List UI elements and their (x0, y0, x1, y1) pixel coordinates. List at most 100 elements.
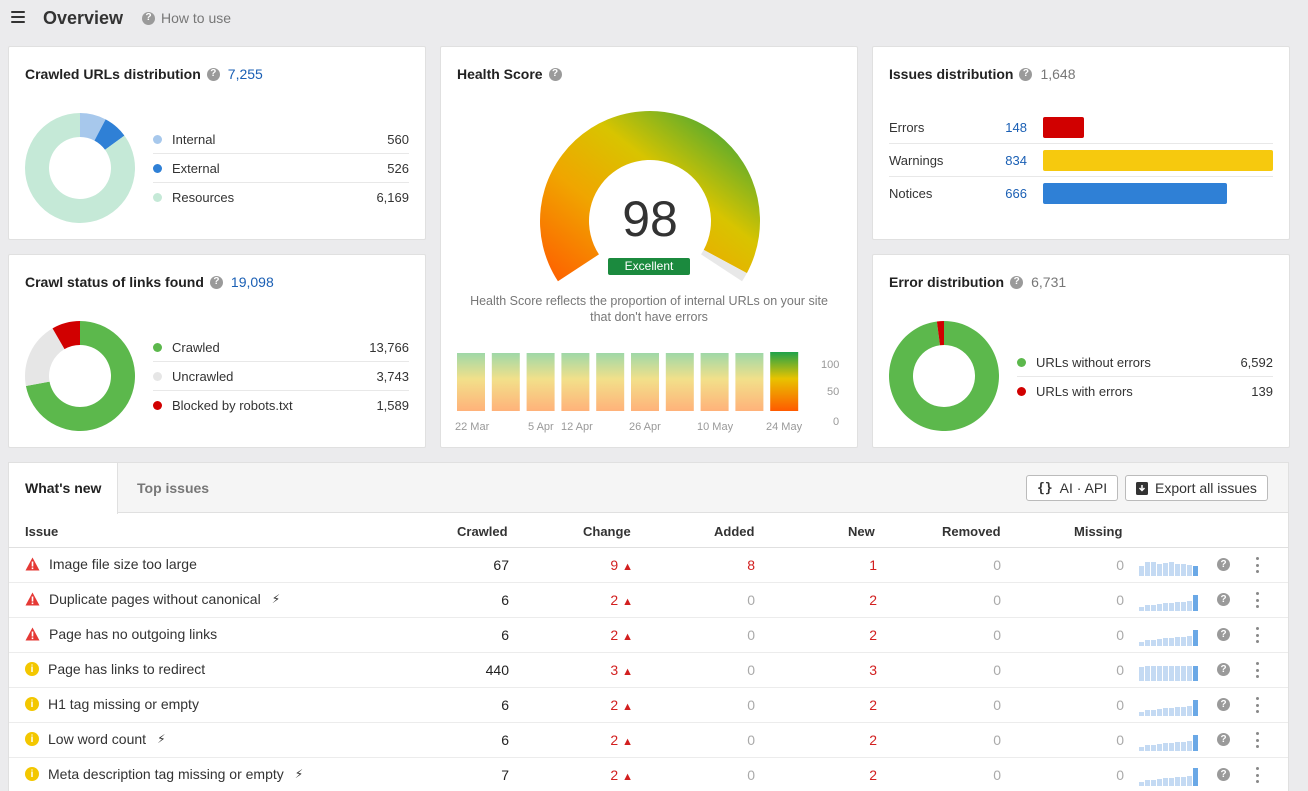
issues-row-value[interactable]: 834 (1005, 152, 1027, 168)
new-value[interactable]: 2 (869, 627, 877, 643)
table-row[interactable]: i Low word count ⚡ 6 2 ▲ 0 2 0 0? (9, 723, 1288, 758)
more-options-icon[interactable] (1255, 767, 1259, 783)
legend-item[interactable]: Blocked by robots.txt 1,589 (153, 391, 409, 420)
crawled-value[interactable]: 7 (501, 767, 509, 783)
missing-value[interactable]: 0 (1116, 557, 1124, 573)
history-bar[interactable] (631, 353, 659, 411)
new-value[interactable]: 2 (869, 592, 877, 608)
added-value[interactable]: 0 (747, 732, 755, 748)
column-header-new[interactable]: New (848, 524, 875, 539)
issues-row-errors[interactable]: Errors 148 (889, 111, 1273, 144)
crawl-status-slice-blocked-by-robots-txt[interactable] (52, 321, 80, 350)
crawled-urls-slice-resources[interactable] (25, 113, 135, 223)
issues-row-value[interactable]: 666 (1005, 186, 1027, 201)
legend-item[interactable]: Crawled 13,766 (153, 333, 409, 362)
issue-cell[interactable]: i Meta description tag missing or empty ⚡ (25, 766, 303, 782)
history-bar[interactable] (596, 353, 625, 411)
crawled-value[interactable]: 67 (493, 557, 509, 573)
removed-value[interactable]: 0 (993, 662, 1001, 678)
table-row[interactable]: Duplicate pages without canonical ⚡ 6 2 ▲ 0 2… (9, 583, 1288, 618)
issue-cell[interactable]: i Low word count ⚡ (25, 731, 166, 747)
more-options-icon[interactable] (1255, 557, 1259, 573)
missing-value[interactable]: 0 (1116, 767, 1124, 783)
removed-value[interactable]: 0 (993, 697, 1001, 713)
missing-value[interactable]: 0 (1116, 732, 1124, 748)
help-icon[interactable]: ? (1010, 275, 1024, 289)
removed-value[interactable]: 0 (993, 732, 1001, 748)
error-distribution-slice-urls-without-errors[interactable] (889, 321, 999, 431)
issue-cell[interactable]: i H1 tag missing or empty (25, 696, 199, 712)
help-icon[interactable]: ? (206, 67, 220, 81)
removed-value[interactable]: 0 (993, 627, 1001, 643)
added-value[interactable]: 8 (747, 557, 755, 573)
help-icon[interactable]: ? (1217, 733, 1230, 746)
crawled-urls-total[interactable]: 7,255 (227, 66, 263, 82)
issue-name[interactable]: H1 tag missing or empty (48, 696, 199, 712)
missing-value[interactable]: 0 (1116, 697, 1124, 713)
history-bar[interactable] (457, 353, 485, 411)
issue-cell[interactable]: Image file size too large (25, 556, 197, 572)
more-options-icon[interactable] (1255, 732, 1259, 748)
missing-value[interactable]: 0 (1116, 662, 1124, 678)
crawled-value[interactable]: 6 (501, 627, 509, 643)
legend-item[interactable]: Resources 6,169 (153, 183, 409, 212)
legend-item[interactable]: Internal 560 (153, 125, 409, 154)
history-bar[interactable] (561, 353, 590, 411)
help-icon[interactable]: ? (1019, 67, 1033, 81)
added-value[interactable]: 0 (747, 767, 755, 783)
new-value[interactable]: 2 (869, 697, 877, 713)
history-bar[interactable] (735, 353, 764, 411)
table-row[interactable]: Image file size too large 67 9 ▲ 8 1 0 0? (9, 548, 1288, 583)
removed-value[interactable]: 0 (993, 557, 1001, 573)
crawled-urls-slice-external[interactable] (94, 119, 125, 150)
new-value[interactable]: 2 (869, 732, 877, 748)
more-options-icon[interactable] (1255, 627, 1259, 643)
issue-name[interactable]: Duplicate pages without canonical (49, 591, 261, 607)
legend-item[interactable]: Uncrawled 3,743 (153, 362, 409, 391)
issues-row-warnings[interactable]: Warnings 834 (889, 144, 1273, 177)
crawl-status-total[interactable]: 19,098 (230, 274, 274, 290)
help-icon[interactable]: ? (1217, 768, 1230, 781)
new-value[interactable]: 2 (869, 767, 877, 783)
added-value[interactable]: 0 (747, 662, 755, 678)
issue-name[interactable]: Page has no outgoing links (49, 626, 218, 642)
crawl-status-slice-uncrawled[interactable] (25, 328, 65, 387)
column-header-removed[interactable]: Removed (942, 524, 1001, 539)
menu-icon[interactable] (11, 11, 25, 23)
issue-cell[interactable]: Duplicate pages without canonical ⚡ (25, 591, 280, 607)
crawl-status-slice-crawled[interactable] (25, 321, 135, 431)
crawled-value[interactable]: 6 (501, 732, 509, 748)
crawled-value[interactable]: 440 (485, 662, 509, 678)
history-bar[interactable] (526, 353, 555, 411)
issue-cell[interactable]: Page has no outgoing links (25, 626, 217, 642)
issue-name[interactable]: Low word count (48, 731, 147, 747)
history-bar[interactable] (665, 353, 694, 411)
table-row[interactable]: Page has no outgoing links 6 2 ▲ 0 2 0 0? (9, 618, 1288, 653)
help-icon[interactable]: ? (1217, 558, 1230, 571)
removed-value[interactable]: 0 (993, 767, 1001, 783)
removed-value[interactable]: 0 (993, 592, 1001, 608)
export-all-issues-button[interactable]: Export all issues (1125, 475, 1268, 501)
issue-cell[interactable]: i Page has links to redirect (25, 661, 205, 677)
tab-whats-new[interactable]: What's new (9, 463, 119, 514)
column-header-issue[interactable]: Issue (25, 524, 59, 539)
legend-item[interactable]: External 526 (153, 154, 409, 183)
crawled-urls-slice-internal[interactable] (80, 113, 106, 141)
new-value[interactable]: 1 (869, 557, 877, 573)
legend-item[interactable]: URLs with errors 139 (1017, 377, 1273, 406)
help-icon[interactable]: ? (1217, 698, 1230, 711)
history-bar[interactable] (491, 353, 520, 411)
added-value[interactable]: 0 (747, 592, 755, 608)
issue-name[interactable]: Page has links to redirect (48, 661, 206, 677)
column-header-change[interactable]: Change (583, 524, 631, 539)
missing-value[interactable]: 0 (1116, 592, 1124, 608)
crawled-value[interactable]: 6 (501, 592, 509, 608)
table-row[interactable]: i H1 tag missing or empty 6 2 ▲ 0 2 0 0? (9, 688, 1288, 723)
more-options-icon[interactable] (1255, 697, 1259, 713)
issues-row-value[interactable]: 148 (1005, 119, 1027, 135)
help-icon[interactable]: ? (1217, 628, 1230, 641)
issue-name[interactable]: Image file size too large (49, 556, 197, 572)
how-to-use-link[interactable]: ? How to use (142, 10, 231, 26)
issue-name[interactable]: Meta description tag missing or empty (48, 766, 284, 782)
help-icon[interactable]: ? (1217, 593, 1230, 606)
